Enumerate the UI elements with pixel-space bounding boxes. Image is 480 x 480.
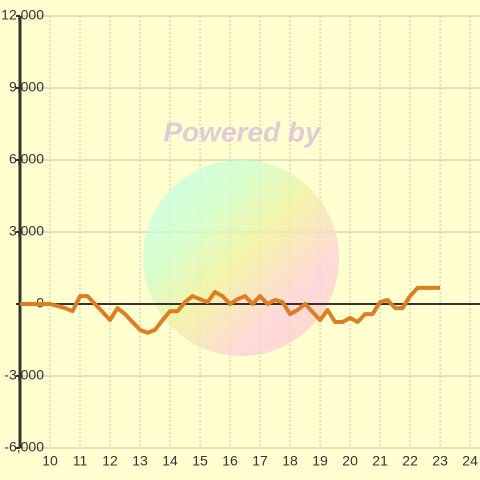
x-tick-label: 24	[462, 453, 478, 469]
x-tick-label: 15	[192, 453, 208, 469]
x-tick-label: 23	[432, 453, 448, 469]
x-tick-label: 22	[402, 453, 418, 469]
x-tick-label: 10	[42, 453, 58, 469]
x-tick-label: 21	[372, 453, 388, 469]
y-tick-label: -3,000	[4, 367, 44, 383]
x-tick-label: 11	[73, 453, 88, 469]
y-tick-label: -6,000	[4, 439, 44, 455]
data-line	[20, 285, 441, 335]
x-tick-label: 12	[102, 453, 118, 469]
y-tick-label: 9,000	[9, 79, 44, 95]
x-tick-label: 14	[162, 453, 178, 469]
x-tick-label: 19	[312, 453, 328, 469]
x-tick-label: 13	[132, 453, 148, 469]
x-tick-label: 18	[282, 453, 298, 469]
x-tick-label: 17	[252, 453, 268, 469]
watermark-text: Powered by	[163, 116, 322, 147]
y-tick-label: 6,000	[9, 151, 44, 167]
y-tick-label: 12,000	[1, 7, 44, 23]
x-tick-label: 16	[222, 453, 238, 469]
watermark-logo	[143, 160, 339, 356]
x-tick-label: 20	[342, 453, 358, 469]
y-tick-label: 3,000	[9, 223, 44, 239]
